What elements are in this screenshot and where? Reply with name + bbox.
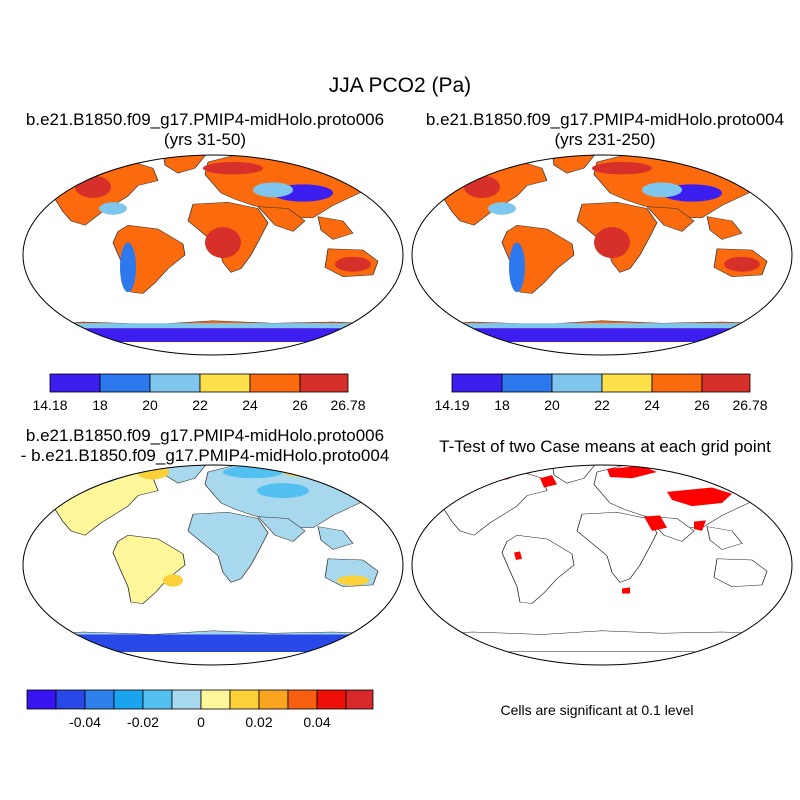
colorbar-difference: -0.04 -0.02 0 0.02 0.04 (26, 689, 374, 730)
cbar-tl-label-5: 26 (292, 397, 308, 413)
cbar-tl-label-6: 26.78 (330, 397, 365, 413)
map-frame-bottom-left (22, 464, 404, 666)
cbar-tr-5 (701, 373, 751, 393)
cbar-tl-5 (299, 373, 349, 393)
cbar-tr-2 (551, 373, 603, 393)
significance-note: Cells are significant at 0.1 level (501, 702, 694, 718)
cbar-diff-0 (26, 689, 57, 710)
cbar-diff-label-0: -0.04 (69, 714, 101, 730)
cbar-diff-3 (113, 689, 144, 710)
land-bottom-right (413, 465, 791, 653)
cbar-tl-label-0: 14.18 (32, 397, 67, 413)
cbar-tr-label-5: 26 (694, 397, 710, 413)
cbar-tr-label-1: 18 (494, 397, 510, 413)
cbar-tr-label-3: 22 (594, 397, 610, 413)
cbar-tr-0 (451, 373, 503, 393)
cbar-diff-label-3: 0.02 (245, 714, 272, 730)
cbar-tr-4 (651, 373, 703, 393)
cbar-tl-0 (49, 373, 101, 393)
cbar-tl-4 (249, 373, 301, 393)
panel-subtitle-top-right: (yrs 231-250) (554, 130, 656, 149)
cbar-diff-5 (171, 689, 202, 710)
panel-subtitle-bottom-left: - b.e21.B1850.f09_g17.PMIP4-midHolo.prot… (20, 446, 390, 465)
cbar-tl-label-3: 22 (192, 397, 208, 413)
cbar-tr-label-2: 20 (544, 397, 560, 413)
map-frame-top-left (22, 154, 404, 356)
cbar-tl-1 (99, 373, 151, 393)
colorbar-top-right: 14.19 18 20 22 24 26 26.78 (434, 373, 768, 413)
map-frame-bottom-right (411, 464, 793, 666)
panel-title-bottom-left: b.e21.B1850.f09_g17.PMIP4-midHolo.proto0… (25, 426, 385, 445)
land-bottom-left (24, 465, 402, 653)
map-top-right (413, 155, 791, 343)
cbar-diff-label-4: 0.04 (303, 714, 330, 730)
cbar-tl-2 (149, 373, 201, 393)
cbar-diff-1 (55, 689, 86, 710)
cbar-tr-label-6: 26.78 (732, 397, 767, 413)
map-top-left (24, 155, 402, 343)
figure-title: JJA PCO2 (Pa) (328, 74, 472, 97)
cbar-tl-label-4: 24 (242, 397, 258, 413)
cbar-diff-6 (200, 689, 231, 710)
cbar-diff-9 (287, 689, 318, 710)
cbar-tl-3 (199, 373, 251, 393)
colorbar-top-left: 14.18 18 20 22 24 26 26.78 (32, 373, 366, 413)
cbar-tl-label-2: 20 (142, 397, 158, 413)
panel-subtitle-top-left: (yrs 31-50) (163, 130, 247, 149)
cbar-diff-label-2: 0 (197, 714, 205, 730)
panel-title-top-left: b.e21.B1850.f09_g17.PMIP4-midHolo.proto0… (25, 110, 385, 129)
panel-title-top-right: b.e21.B1850.f09_g17.PMIP4-midHolo.proto0… (425, 110, 785, 129)
map-frame-top-right (411, 154, 793, 356)
map-bottom-right (413, 465, 791, 653)
cbar-diff-label-1: -0.02 (127, 714, 159, 730)
cbar-diff-8 (258, 689, 289, 710)
map-bottom-left (24, 465, 402, 653)
cbar-diff-11 (345, 689, 374, 710)
cbar-diff-10 (316, 689, 347, 710)
cbar-tl-label-1: 18 (92, 397, 108, 413)
cbar-tr-1 (501, 373, 553, 393)
cbar-tr-3 (601, 373, 653, 393)
cbar-diff-7 (229, 689, 260, 710)
cbar-diff-4 (142, 689, 173, 710)
cbar-tr-label-4: 24 (644, 397, 660, 413)
cbar-diff-2 (84, 689, 115, 710)
panel-title-bottom-right: T-Test of two Case means at each grid po… (439, 437, 771, 456)
cbar-tr-label-0: 14.19 (434, 397, 469, 413)
